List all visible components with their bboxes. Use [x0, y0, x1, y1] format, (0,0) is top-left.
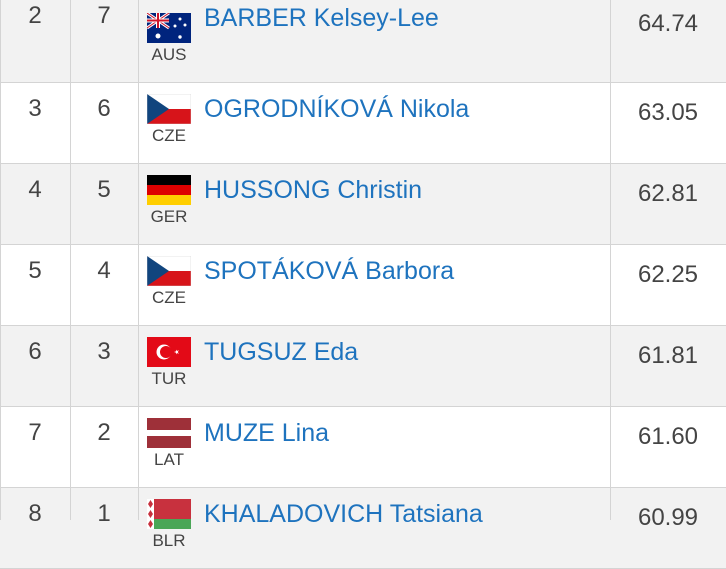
rank: 8	[28, 500, 42, 527]
result-row: 2 7 AUS BARBER Kelsey-Lee 64.74	[0, 0, 726, 83]
result-mark: 61.81	[637, 342, 699, 369]
athlete-link[interactable]: SPOTÁKOVÁ Barbora	[204, 257, 455, 285]
rank: 7	[28, 419, 42, 446]
result-mark: 63.05	[637, 99, 699, 126]
rank: 5	[28, 257, 42, 284]
flag	[147, 175, 191, 205]
flag	[147, 499, 191, 529]
result-row: 4 5 GER HUSSONG Christin 62.81	[0, 164, 726, 245]
result-mark: 62.25	[637, 261, 699, 288]
rank: 6	[28, 338, 42, 365]
bib: 7	[97, 2, 111, 29]
country-code: AUS	[151, 45, 187, 64]
bib: 4	[97, 257, 111, 284]
flag	[147, 13, 191, 43]
country-code: TUR	[151, 369, 187, 388]
bib: 2	[97, 419, 111, 446]
rank: 3	[28, 95, 42, 122]
result-row: 7 2 LAT MUZE Lina 61.60	[0, 407, 726, 488]
result-row: 8 1 BLR KHALADOVICH Tatsiana 60.99	[0, 488, 726, 569]
athlete-link[interactable]: OGRODNÍKOVÁ Nikola	[204, 95, 470, 123]
country-code: BLR	[152, 531, 186, 550]
country-code: LAT	[154, 450, 184, 469]
country-code: CZE	[152, 126, 186, 145]
athlete-link[interactable]: MUZE Lina	[204, 419, 330, 447]
flag	[147, 337, 191, 367]
result-mark: 62.81	[637, 180, 699, 207]
result-row: 6 3 TUR TUGSUZ Eda 61.81	[0, 326, 726, 407]
athlete-link[interactable]: KHALADOVICH Tatsiana	[204, 500, 483, 528]
column-divider	[70, 0, 71, 520]
result-row: 3 6 CZE OGRODNÍKOVÁ Nikola 63.05	[0, 83, 726, 164]
bib: 5	[97, 176, 111, 203]
column-divider	[610, 0, 611, 520]
country-code: GER	[150, 207, 188, 226]
country-code: CZE	[152, 288, 186, 307]
result-row: 5 4 CZE SPOTÁKOVÁ Barbora 62.25	[0, 245, 726, 326]
flag	[147, 418, 191, 448]
result-mark: 60.99	[637, 504, 699, 531]
column-divider	[0, 0, 1, 520]
athlete-link[interactable]: TUGSUZ Eda	[204, 338, 359, 366]
rank: 4	[28, 176, 42, 203]
bib: 3	[97, 338, 111, 365]
athlete-link[interactable]: HUSSONG Christin	[204, 176, 423, 204]
column-divider	[138, 0, 139, 520]
result-mark: 61.60	[637, 423, 699, 450]
bib: 6	[97, 95, 111, 122]
rank: 2	[28, 2, 42, 29]
bib: 1	[97, 500, 111, 527]
result-mark: 64.74	[637, 10, 699, 37]
athlete-link[interactable]: BARBER Kelsey-Lee	[204, 4, 439, 32]
flag	[147, 94, 191, 124]
flag	[147, 256, 191, 286]
